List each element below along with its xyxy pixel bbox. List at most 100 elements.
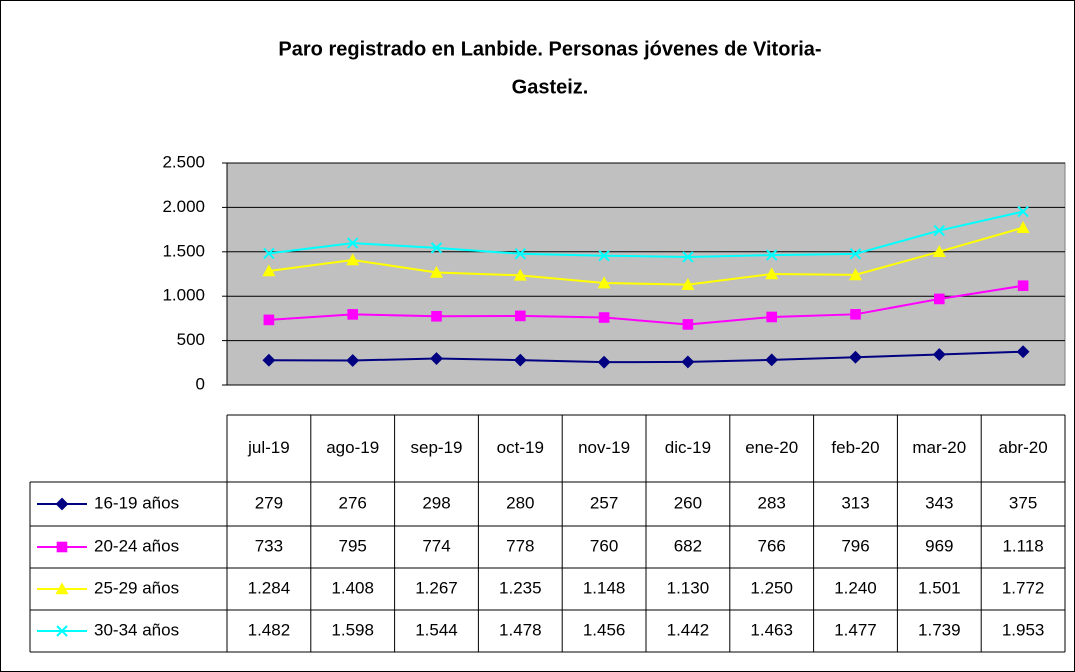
- x-tick-label: dic-19: [665, 438, 711, 457]
- marker: [933, 293, 945, 305]
- table-cell: 1.772: [1002, 578, 1045, 597]
- marker: [430, 352, 443, 365]
- table-cell: 1.463: [750, 620, 793, 639]
- table-cell: 1.235: [499, 578, 542, 597]
- x-tick-label: nov-19: [578, 438, 630, 457]
- table-cell: 1.442: [667, 620, 710, 639]
- x-tick-label: abr-20: [999, 438, 1048, 457]
- x-tick-label: jul-19: [247, 438, 290, 457]
- marker: [346, 253, 360, 266]
- table-cell: 1.456: [583, 620, 626, 639]
- marker: [681, 355, 695, 369]
- marker: [1016, 221, 1030, 233]
- series-line: [268, 284, 1024, 326]
- marker: [932, 348, 946, 361]
- table-cell: 375: [1009, 493, 1037, 512]
- table-cell: 1.408: [331, 578, 374, 597]
- table-cell: 1.739: [918, 620, 961, 639]
- marker: [682, 251, 694, 263]
- marker: [514, 310, 526, 322]
- table-cell: 1.477: [834, 620, 877, 639]
- series-line: [268, 350, 1024, 364]
- marker: [682, 319, 694, 330]
- marker: [932, 245, 946, 258]
- marker: [850, 309, 861, 320]
- table-cell: 313: [841, 493, 869, 512]
- marker: [598, 312, 610, 323]
- marker: [431, 310, 442, 322]
- y-tick-label: 500: [177, 330, 205, 349]
- marker: [598, 249, 610, 262]
- marker: [263, 247, 275, 260]
- marker: [933, 224, 946, 237]
- table-cell: 280: [506, 493, 534, 512]
- table-cell: 1.501: [918, 578, 961, 597]
- marker: [263, 314, 275, 326]
- table-cell: 1.118: [1002, 536, 1043, 555]
- marker: [1016, 345, 1030, 359]
- chart-title: Gasteiz.: [512, 76, 589, 98]
- marker: [597, 276, 611, 289]
- marker: [765, 249, 778, 261]
- legend-marker: [55, 582, 69, 595]
- marker: [597, 355, 611, 369]
- table-cell: 682: [674, 536, 702, 555]
- marker: [765, 267, 779, 280]
- marker: [848, 268, 863, 281]
- marker: [849, 350, 862, 364]
- series-line: [268, 226, 1024, 286]
- table-cell: 969: [925, 536, 953, 555]
- legend-label: 16-19 años: [94, 493, 179, 512]
- plot-area: [226, 162, 1066, 386]
- marker: [681, 278, 695, 290]
- table-cell: 766: [758, 536, 786, 555]
- table-cell: 778: [506, 536, 534, 555]
- marker: [514, 248, 527, 260]
- marker: [262, 353, 276, 367]
- table-cell: 1.478: [499, 620, 542, 639]
- table-cell: 760: [590, 536, 618, 555]
- x-tick-label: ene-20: [745, 438, 798, 457]
- marker: [430, 242, 443, 254]
- table-cell: 283: [758, 493, 786, 512]
- legend-marker: [56, 625, 68, 637]
- table-cell: 774: [422, 536, 450, 555]
- marker: [347, 309, 359, 320]
- legend-label: 30-34 años: [94, 620, 179, 639]
- marker: [1017, 280, 1029, 292]
- table-cell: 279: [255, 493, 283, 512]
- table-cell: 260: [674, 493, 702, 512]
- marker: [766, 311, 778, 323]
- legend-label: 20-24 años: [94, 536, 179, 555]
- marker: [429, 265, 444, 278]
- x-tick-label: ago-19: [326, 438, 379, 457]
- y-tick-label: 1.500: [162, 241, 205, 260]
- marker: [346, 354, 360, 367]
- x-tick-label: feb-20: [831, 438, 879, 457]
- y-tick-label: 1.000: [162, 286, 205, 305]
- legend-label: 25-29 años: [94, 578, 179, 597]
- table-cell: 1.482: [248, 620, 291, 639]
- table-cell: 1.148: [583, 578, 626, 597]
- chart-title: Paro registrado en Lanbide. Personas jóv…: [278, 38, 821, 60]
- table-cell: 1.284: [248, 578, 291, 597]
- table-cell: 1.598: [331, 620, 374, 639]
- table-cell: 343: [925, 493, 953, 512]
- marker: [765, 353, 779, 367]
- marker: [513, 268, 527, 281]
- table-cell: 795: [339, 536, 367, 555]
- x-tick-label: oct-19: [497, 438, 544, 457]
- marker: [513, 353, 527, 367]
- table-cell: 257: [590, 493, 618, 512]
- y-tick-label: 2.000: [162, 197, 205, 216]
- legend-marker: [56, 541, 68, 553]
- table-cell: 1.544: [415, 620, 458, 639]
- y-tick-label: 0: [196, 374, 205, 393]
- table-cell: 298: [422, 493, 450, 512]
- table-cell: 733: [255, 536, 283, 555]
- legend-marker: [55, 497, 69, 511]
- marker: [849, 248, 862, 260]
- table-cell: 1.250: [750, 578, 793, 597]
- table-cell: 1.953: [1002, 620, 1045, 639]
